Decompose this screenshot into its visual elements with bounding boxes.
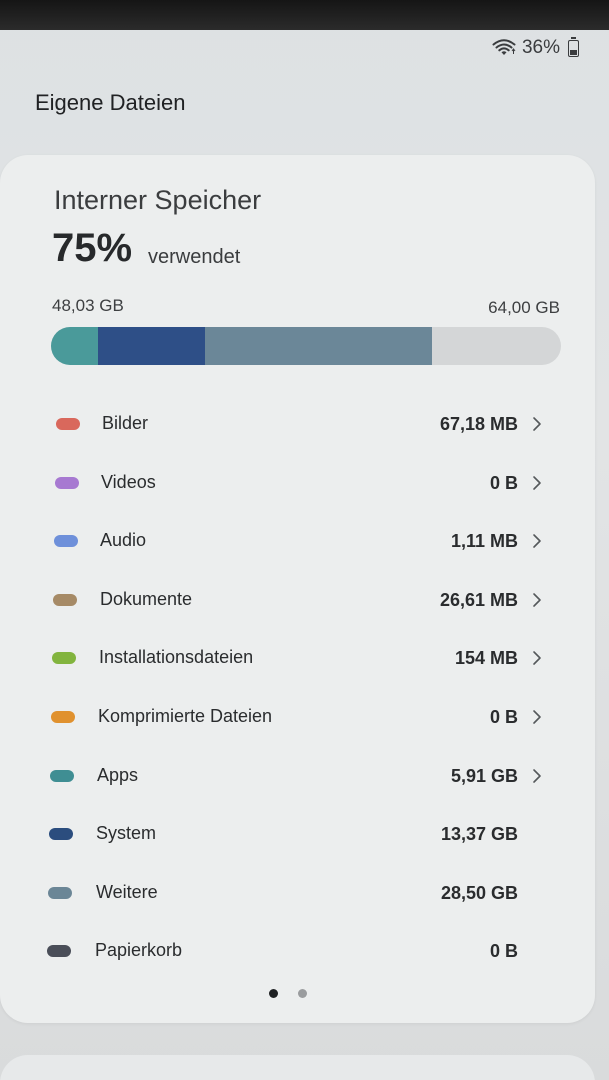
category-size: 154 MB — [454, 648, 518, 668]
category-color-dot — [55, 477, 79, 489]
category-color-dot — [48, 887, 72, 899]
chevron-right-icon[interactable] — [529, 650, 545, 666]
chevron-right-icon[interactable] — [529, 768, 545, 784]
category-row-installationsdateien[interactable]: Installationsdateien 154 MB — [0, 638, 600, 678]
category-size: 5,91 GB — [450, 766, 518, 786]
category-row-dokumente[interactable]: Dokumente 26,61 MB — [0, 580, 600, 620]
category-color-dot — [54, 535, 78, 547]
usage-segment-system — [98, 327, 205, 365]
category-label: Apps — [97, 765, 139, 785]
category-color-dot — [49, 828, 73, 840]
storage-title: Interner Speicher — [54, 185, 262, 215]
category-label: Audio — [100, 530, 147, 550]
category-size: 67,18 MB — [439, 414, 518, 434]
page-title: Eigene Dateien — [35, 90, 186, 115]
category-size: 26,61 MB — [439, 590, 518, 610]
category-label: Bilder — [102, 413, 149, 433]
category-label: Weitere — [96, 882, 158, 902]
category-row-system: System 13,37 GB — [0, 814, 600, 854]
category-row-videos[interactable]: Videos 0 B — [0, 463, 600, 503]
category-label: Komprimierte Dateien — [98, 706, 273, 726]
wifi-icon — [492, 39, 516, 55]
chevron-right-icon[interactable] — [529, 592, 545, 608]
usage-label: verwendet — [148, 246, 241, 268]
usage-percent: 75% — [52, 226, 133, 270]
used-size: 48,03 GB — [52, 296, 124, 315]
category-color-dot — [56, 418, 80, 430]
category-row-weitere: Weitere 28,50 GB — [0, 873, 600, 913]
usage-segment-apps — [51, 327, 98, 365]
total-size: 64,00 GB — [488, 298, 560, 317]
category-color-dot — [53, 594, 77, 606]
category-row-bilder[interactable]: Bilder 67,18 MB — [0, 404, 600, 444]
category-size: 0 B — [489, 707, 518, 727]
category-size: 1,11 MB — [450, 531, 518, 551]
category-row-audio[interactable]: Audio 1,11 MB — [0, 521, 600, 561]
category-size: 0 B — [489, 473, 518, 493]
storage-usage-bar — [51, 327, 561, 365]
category-label: Installationsdateien — [99, 647, 254, 667]
category-size: 28,50 GB — [440, 883, 518, 903]
category-size: 13,37 GB — [440, 824, 518, 844]
category-color-dot — [50, 770, 74, 782]
category-row-apps[interactable]: Apps 5,91 GB — [0, 756, 600, 796]
page-indicator — [0, 989, 575, 998]
category-size: 0 B — [489, 941, 518, 961]
category-color-dot — [51, 711, 75, 723]
device-bezel — [0, 0, 609, 30]
storage-card[interactable] — [0, 155, 595, 1023]
category-label: Videos — [101, 472, 156, 492]
battery-icon — [568, 36, 579, 57]
usage-segment-weitere — [205, 327, 432, 365]
chevron-right-icon[interactable] — [529, 709, 545, 725]
category-label: Papierkorb — [95, 940, 183, 960]
page-dot-active[interactable] — [268, 989, 278, 998]
category-color-dot — [47, 945, 71, 957]
chevron-right-icon[interactable] — [529, 533, 545, 549]
status-bar: 36% — [492, 36, 579, 60]
category-label: System — [96, 823, 157, 843]
category-color-dot — [52, 652, 76, 664]
next-card — [0, 1055, 595, 1080]
category-label: Dokumente — [100, 589, 193, 609]
category-row-komprimierte-dateien[interactable]: Komprimierte Dateien 0 B — [0, 697, 600, 737]
category-row-papierkorb: Papierkorb 0 B — [0, 931, 600, 971]
chevron-right-icon[interactable] — [529, 416, 545, 432]
battery-percent: 36% — [521, 37, 560, 58]
page-dot[interactable] — [297, 989, 307, 998]
chevron-right-icon[interactable] — [529, 475, 545, 491]
